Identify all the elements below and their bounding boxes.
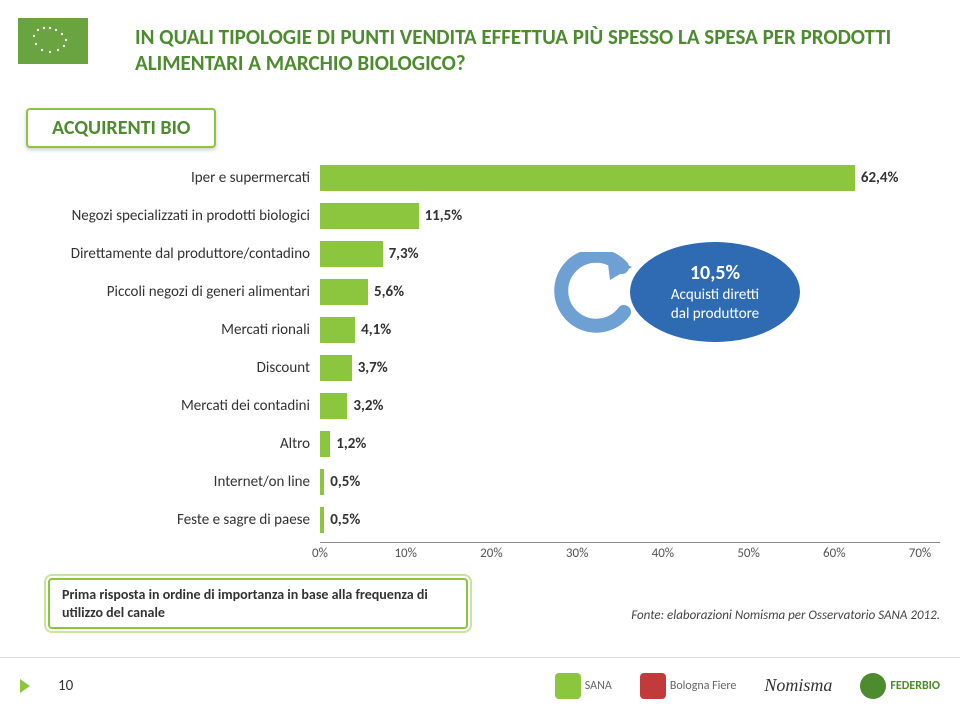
page-title: IN QUALI TIPOLOGIE DI PUNTI VENDITA EFFE… (135, 24, 920, 77)
category-label: Direttamente dal produttore/contadino (20, 245, 320, 263)
footer-logo-nomisma: Nomisma (764, 671, 832, 701)
bar-value-label: 5,6% (374, 283, 404, 301)
category-label: Piccoli negozi di generi alimentari (20, 283, 320, 301)
x-tick: 50% (737, 546, 759, 561)
bar-value-label: 0,5% (330, 473, 360, 491)
callout-ellipse: 10,5% Acquisti diretti dal produttore (630, 242, 800, 342)
category-label: Discount (20, 359, 320, 377)
category-label: Negozi specializzati in prodotti biologi… (20, 207, 320, 225)
bar-track: 62,4% (320, 160, 940, 196)
bar: 62,4% (320, 165, 855, 191)
bar-chart: Iper e supermercati62,4%Negozi specializ… (20, 160, 940, 570)
bar: 0,5% (320, 469, 324, 495)
category-label: Mercati dei contadini (20, 397, 320, 415)
bar-track: 0,5% (320, 502, 940, 538)
bar: 11,5% (320, 203, 419, 229)
category-label: Mercati rionali (20, 321, 320, 339)
bar: 1,2% (320, 431, 330, 457)
chart-row: Discount3,7% (20, 350, 940, 386)
bar-value-label: 11,5% (425, 207, 463, 225)
chart-row: Iper e supermercati62,4% (20, 160, 940, 196)
chart-row: Feste e sagre di paese0,5% (20, 502, 940, 538)
bar-track: 3,7% (320, 350, 940, 386)
chart-row: Mercati dei contadini3,2% (20, 388, 940, 424)
bar-track: 0,5% (320, 464, 940, 500)
bar-track: 3,2% (320, 388, 940, 424)
bar: 0,5% (320, 507, 324, 533)
x-axis-line (320, 542, 940, 543)
bar: 5,6% (320, 279, 368, 305)
footer-logo-bolognafiere: Bologna Fiere (640, 671, 737, 701)
x-tick: 60% (823, 546, 845, 561)
category-label: Internet/on line (20, 473, 320, 491)
segment-tag: ACQUIRENTI BIO (26, 108, 216, 148)
bar: 3,2% (320, 393, 347, 419)
x-tick: 40% (652, 546, 674, 561)
bar-track: 1,2% (320, 426, 940, 462)
category-label: Altro (20, 435, 320, 453)
footer: 10 SANA Bologna Fiere Nomisma FEDERBIO (0, 657, 960, 713)
bar-value-label: 7,3% (389, 245, 419, 263)
bar-value-label: 0,5% (330, 511, 360, 529)
bar: 3,7% (320, 355, 352, 381)
callout-direct-producer: 10,5% Acquisti diretti dal produttore (600, 232, 820, 352)
bar: 7,3% (320, 241, 383, 267)
x-tick: 20% (480, 546, 502, 561)
page-number: 10 (58, 677, 73, 695)
callout-arrow-icon (552, 252, 642, 342)
x-tick: 30% (566, 546, 588, 561)
bar-value-label: 4,1% (361, 321, 391, 339)
chart-note: Prima risposta in ordine di importanza i… (48, 578, 468, 629)
bar: 4,1% (320, 317, 355, 343)
x-tick: 10% (394, 546, 416, 561)
x-tick: 70% (909, 546, 931, 561)
chart-row: Internet/on line0,5% (20, 464, 940, 500)
footer-logo-federbio: FEDERBIO (860, 671, 940, 701)
bar-value-label: 1,2% (336, 435, 366, 453)
bar-value-label: 3,2% (353, 397, 383, 415)
bar-track: 11,5% (320, 198, 940, 234)
chart-row: Altro1,2% (20, 426, 940, 462)
callout-pct: 10,5% (690, 261, 740, 286)
category-label: Iper e supermercati (20, 169, 320, 187)
bar-value-label: 62,4% (861, 169, 899, 187)
x-tick: 0% (312, 546, 328, 561)
callout-line2: dal produttore (671, 305, 759, 324)
category-label: Feste e sagre di paese (20, 511, 320, 529)
footer-arrow-icon (20, 679, 30, 693)
chart-row: Negozi specializzati in prodotti biologi… (20, 198, 940, 234)
x-axis-ticks: 0%10%20%30%40%50%60%70% (320, 546, 940, 566)
footer-logo-sana: SANA (555, 671, 612, 701)
bar-value-label: 3,7% (358, 359, 388, 377)
callout-line1: Acquisti diretti (671, 286, 759, 305)
eu-organic-logo (18, 18, 88, 64)
source-text: Fonte: elaborazioni Nomisma per Osservat… (631, 608, 940, 623)
